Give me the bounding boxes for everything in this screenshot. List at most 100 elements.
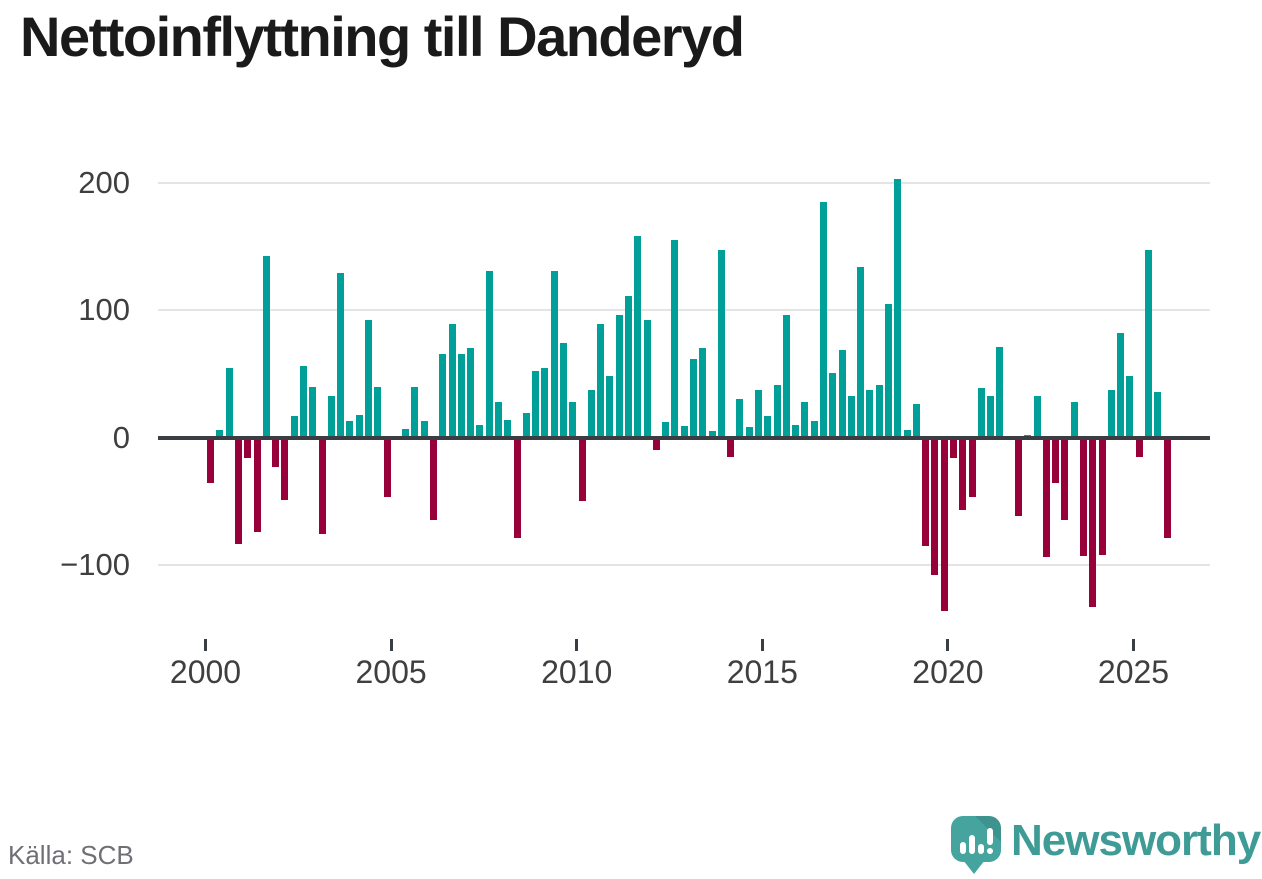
logo-bar-icon: [960, 842, 966, 854]
bar-2007-Q1: [467, 348, 475, 438]
bar-2001-Q3: [262, 255, 270, 438]
bar-2017-Q1: [838, 349, 846, 438]
bar-2002-Q2: [290, 415, 298, 438]
chart-title: Nettoinflyttning till Danderyd: [20, 5, 745, 68]
x-axis-tick: [389, 639, 393, 651]
bar-2022-Q2: [1033, 395, 1041, 438]
bar-2010-Q4: [606, 376, 614, 438]
bar-2016-Q2: [810, 420, 818, 438]
bar-2007-Q4: [495, 401, 503, 438]
bar-2013-Q3: [708, 431, 716, 438]
bar-2014-Q4: [755, 390, 762, 438]
bar-2010-Q1: [578, 437, 586, 502]
bar-2003-Q2: [327, 395, 335, 438]
bar-2006-Q2: [439, 353, 447, 438]
bar-2004-Q3: [374, 386, 382, 438]
bar-2001-Q4: [272, 437, 280, 467]
bar-2003-Q3: [337, 273, 345, 438]
bar-2013-Q1: [690, 358, 698, 438]
bar-2008-Q1: [504, 419, 512, 438]
bar-2017-Q4: [866, 390, 874, 438]
bar-2023-Q2: [1070, 401, 1078, 438]
x-axis-tick: [204, 639, 207, 651]
x-axis-label: 2005: [355, 654, 427, 690]
bar-2023-Q3: [1079, 437, 1087, 556]
x-axis-label: 2010: [541, 654, 613, 690]
gridline: [158, 563, 1210, 566]
bar-2019-Q3: [931, 437, 939, 575]
bar-2015-Q4: [792, 424, 800, 438]
gridline: [158, 182, 1210, 184]
bar-2009-Q3: [560, 343, 568, 438]
bar-2016-Q4: [829, 372, 837, 438]
bar-2024-Q1: [1098, 437, 1106, 555]
bar-2008-Q2: [513, 437, 521, 539]
bar-2002-Q3: [300, 366, 308, 438]
newsworthy-logo-text: Newsworthy: [1011, 816, 1261, 865]
x-axis-tick: [946, 639, 950, 651]
bar-2024-Q2: [1107, 390, 1115, 438]
plot-area: [158, 179, 1210, 615]
bar-2004-Q4: [383, 437, 391, 498]
bar-2000-Q2: [216, 429, 224, 438]
bar-2007-Q2: [476, 424, 484, 438]
bar-2021-Q1: [987, 395, 995, 438]
source-label: Källa: SCB: [8, 840, 134, 870]
bar-2016-Q1: [801, 401, 809, 438]
bar-2020-Q4: [977, 387, 985, 438]
bar-2006-Q1: [430, 437, 438, 521]
bar-2014-Q3: [745, 427, 753, 438]
bar-2015-Q3: [782, 315, 790, 438]
bar-2011-Q4: [643, 320, 651, 438]
bar-2015-Q2: [773, 385, 781, 438]
bar-2001-Q1: [244, 437, 252, 458]
bar-2007-Q3: [485, 270, 493, 438]
bar-2011-Q1: [615, 315, 623, 438]
bar-2018-Q3: [894, 179, 902, 438]
bar-2010-Q3: [597, 324, 605, 438]
bar-2014-Q2: [736, 399, 744, 438]
bar-2011-Q3: [634, 236, 642, 438]
bar-2008-Q3: [522, 413, 530, 438]
bar-2025-Q1: [1135, 437, 1143, 457]
x-axis-tick: [760, 639, 764, 651]
bar-2017-Q3: [857, 266, 865, 438]
logo-exclamation-dot: [987, 848, 993, 854]
bar-2004-Q1: [355, 414, 363, 438]
logo-exclamation-icon: [987, 828, 993, 845]
bar-2005-Q2: [402, 428, 410, 438]
bar-2024-Q4: [1126, 376, 1134, 438]
bar-2019-Q2: [922, 437, 930, 546]
bar-2012-Q4: [680, 426, 688, 438]
x-axis-label: 2020: [912, 654, 984, 690]
y-axis-label: −100: [60, 546, 130, 582]
bar-2020-Q2: [959, 437, 967, 511]
gridline: [158, 309, 1210, 312]
bar-2009-Q2: [550, 270, 558, 438]
bar-2006-Q3: [448, 324, 456, 438]
bar-2015-Q1: [764, 415, 772, 438]
x-axis-tick: [1132, 639, 1135, 651]
bar-2021-Q2: [996, 347, 1004, 438]
bar-2000-Q3: [225, 367, 233, 438]
bar-2000-Q4: [235, 437, 243, 545]
bar-2019-Q4: [940, 437, 948, 611]
bar-2020-Q1: [950, 437, 957, 458]
bar-2006-Q4: [457, 353, 465, 438]
bar-2022-Q4: [1052, 437, 1060, 484]
bar-2022-Q3: [1042, 437, 1050, 558]
bar-2023-Q4: [1089, 437, 1097, 607]
bar-2009-Q4: [569, 401, 577, 438]
x-axis-tick: [575, 639, 579, 651]
bar-2010-Q2: [587, 390, 595, 438]
bar-2018-Q4: [903, 429, 911, 438]
newsworthy-logo-icon: [951, 816, 1001, 876]
y-axis-label: 0: [112, 419, 130, 455]
bar-2002-Q4: [309, 386, 317, 438]
zero-axis-line: [158, 435, 1210, 440]
x-axis-label: 2000: [169, 654, 242, 690]
newsworthy-logo: Newsworthy: [947, 812, 1262, 874]
y-axis-label: 200: [78, 165, 130, 200]
y-axis-label: 100: [78, 292, 130, 328]
